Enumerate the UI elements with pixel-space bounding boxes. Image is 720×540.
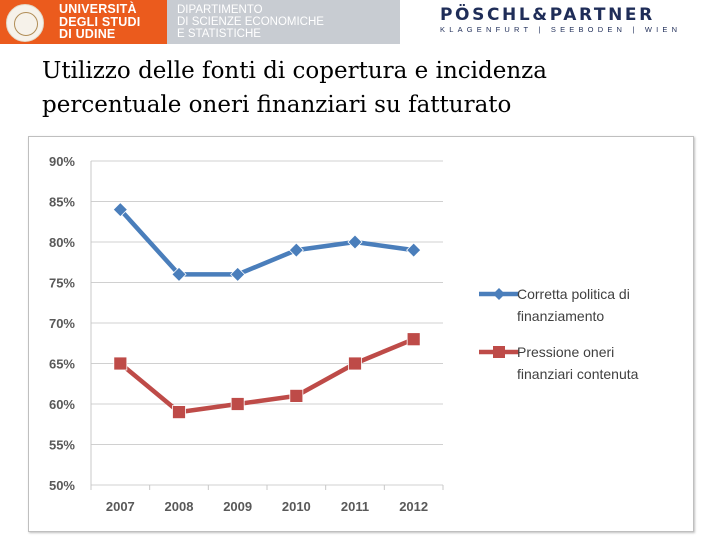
data-point-diamond [347, 234, 363, 250]
data-point-diamond [406, 242, 422, 258]
data-point-square [113, 356, 128, 371]
department-logo: UNIVERSITÀ DEGLI STUDI DI UDINE DIPARTIM… [0, 0, 400, 44]
university-name-line: UNIVERSITÀ [59, 2, 137, 16]
university-name-line: DI UDINE [59, 27, 116, 41]
x-tick-label: 2008 [165, 499, 194, 514]
series-line [118, 207, 416, 277]
header-banner: UNIVERSITÀ DEGLI STUDI DI UDINE DIPARTIM… [0, 0, 720, 46]
chart-frame: 50% 55% 60% 65% 70% 75% 80% 85% 90% 2007 2008 2009 2… [28, 136, 694, 532]
y-tick-label: 55% [49, 438, 75, 453]
data-point-diamond [112, 202, 128, 218]
department-name: DIPARTIMENTO DI SCIENZE ECONOMICHE E STA… [177, 4, 324, 40]
university-name-line: DEGLI STUDI [59, 14, 141, 29]
legend-marker-diamond [493, 288, 505, 300]
x-tick-label: 2009 [223, 499, 252, 514]
slide-title: Utilizzo delle fonti di copertura e inci… [42, 54, 702, 122]
legend-label: Corretta politica di [517, 286, 630, 302]
legend-label: finanziari contenuta [517, 366, 639, 382]
y-tick-label: 60% [49, 397, 75, 412]
x-tick-label: 2010 [282, 499, 311, 514]
department-name-line: DI SCIENZE ECONOMICHE [177, 16, 324, 28]
data-point-diamond [230, 266, 246, 282]
university-seal-icon [6, 4, 44, 42]
x-tick-label: 2007 [106, 499, 135, 514]
y-tick-label: 65% [49, 357, 75, 372]
partner-name: PÖSCHL&PARTNER [440, 5, 655, 25]
data-point-diamond [288, 242, 304, 258]
data-point-square [289, 388, 304, 403]
data-point-square [172, 405, 186, 420]
slide-title-line: Utilizzo delle fonti di copertura e inci… [42, 58, 547, 84]
data-point-square [230, 397, 245, 411]
y-tick-label: 80% [49, 235, 75, 250]
legend-label: finanziamento [517, 308, 604, 324]
y-tick-label: 75% [49, 276, 75, 291]
slide-title-line: percentuale oneri finanziari su fatturat… [42, 92, 512, 118]
y-tick-label: 90% [49, 154, 75, 169]
university-logo: UNIVERSITÀ DEGLI STUDI DI UDINE [0, 0, 167, 44]
y-tick-label: 50% [49, 478, 75, 493]
department-name-line: DIPARTIMENTO [177, 4, 263, 16]
legend-marker-square [493, 346, 505, 358]
university-name: UNIVERSITÀ DEGLI STUDI DI UDINE [59, 3, 140, 41]
data-point-square [406, 332, 421, 347]
y-tick-label: 70% [49, 316, 75, 331]
partner-locations: KLAGENFURT | SEEBODEN | WIEN [440, 25, 682, 34]
partner-logo: PÖSCHL&PARTNER KLAGENFURT | SEEBODEN | W… [440, 5, 716, 35]
legend-label: Pressione oneri [517, 344, 614, 360]
line-chart: 50% 55% 60% 65% 70% 75% 80% 85% 90% 2007 2008 2009 2… [49, 154, 639, 514]
x-tick-label: 2011 [341, 499, 369, 514]
series-line [118, 336, 416, 415]
y-tick-label: 85% [49, 195, 75, 210]
data-point-diamond [171, 266, 187, 282]
x-tick-label: 2012 [399, 499, 428, 514]
data-point-square [348, 356, 362, 371]
department-name-line: E STATISTICHE [177, 28, 261, 40]
